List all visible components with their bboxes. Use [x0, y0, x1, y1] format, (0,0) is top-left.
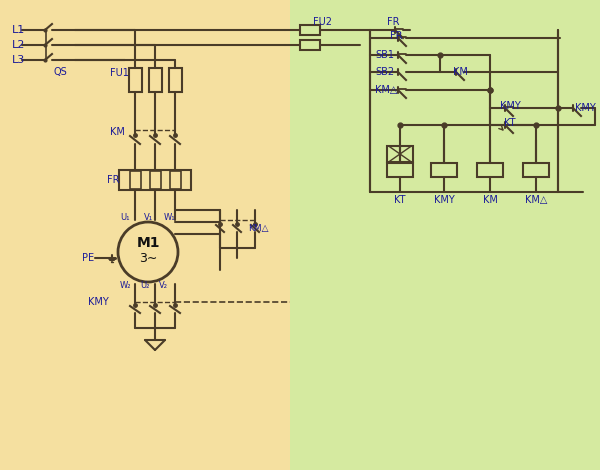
Text: KMY: KMY — [434, 195, 454, 205]
Text: KM: KM — [482, 195, 497, 205]
Text: KT: KT — [394, 195, 406, 205]
Bar — [431, 163, 457, 177]
Text: V₂: V₂ — [158, 281, 167, 290]
Text: FR: FR — [390, 31, 403, 41]
Text: KT: KT — [504, 118, 516, 128]
Bar — [130, 171, 140, 189]
Text: QS: QS — [53, 67, 67, 77]
Text: SB2: SB2 — [375, 67, 394, 77]
Bar — [387, 146, 413, 162]
Text: KM△: KM△ — [248, 224, 269, 233]
Text: FR: FR — [387, 17, 399, 27]
Bar — [477, 163, 503, 177]
Bar — [169, 68, 182, 92]
Text: KM: KM — [452, 67, 467, 77]
Text: FR: FR — [107, 175, 119, 185]
Bar — [170, 171, 181, 189]
Bar — [149, 68, 161, 92]
Bar — [149, 171, 161, 189]
Bar — [119, 170, 191, 190]
Text: U₁: U₁ — [120, 213, 130, 222]
Text: KMY: KMY — [500, 101, 520, 111]
Text: PE: PE — [82, 253, 94, 263]
Text: KMY: KMY — [575, 103, 596, 113]
Text: KM: KM — [110, 127, 125, 137]
Circle shape — [118, 222, 178, 282]
Text: V₁: V₁ — [143, 213, 152, 222]
Text: W₁: W₁ — [164, 213, 176, 222]
Polygon shape — [290, 0, 600, 470]
Bar — [128, 68, 142, 92]
Text: FU1: FU1 — [110, 68, 129, 78]
Text: U₂: U₂ — [140, 281, 149, 290]
Text: KM△: KM△ — [525, 195, 547, 205]
Text: M1: M1 — [136, 236, 160, 250]
Text: KMY: KMY — [88, 297, 109, 307]
Text: FU2: FU2 — [313, 17, 331, 27]
Text: L1: L1 — [12, 25, 25, 35]
Text: W₂: W₂ — [119, 281, 131, 290]
Text: L3: L3 — [12, 55, 25, 65]
Bar — [523, 163, 549, 177]
Text: L2: L2 — [12, 40, 25, 50]
Polygon shape — [0, 0, 290, 470]
Bar — [300, 25, 320, 35]
Bar — [300, 40, 320, 50]
Text: KM△: KM△ — [375, 85, 397, 95]
Text: 3∼: 3∼ — [139, 252, 157, 266]
Text: SB1: SB1 — [375, 50, 394, 60]
Bar — [387, 163, 413, 177]
